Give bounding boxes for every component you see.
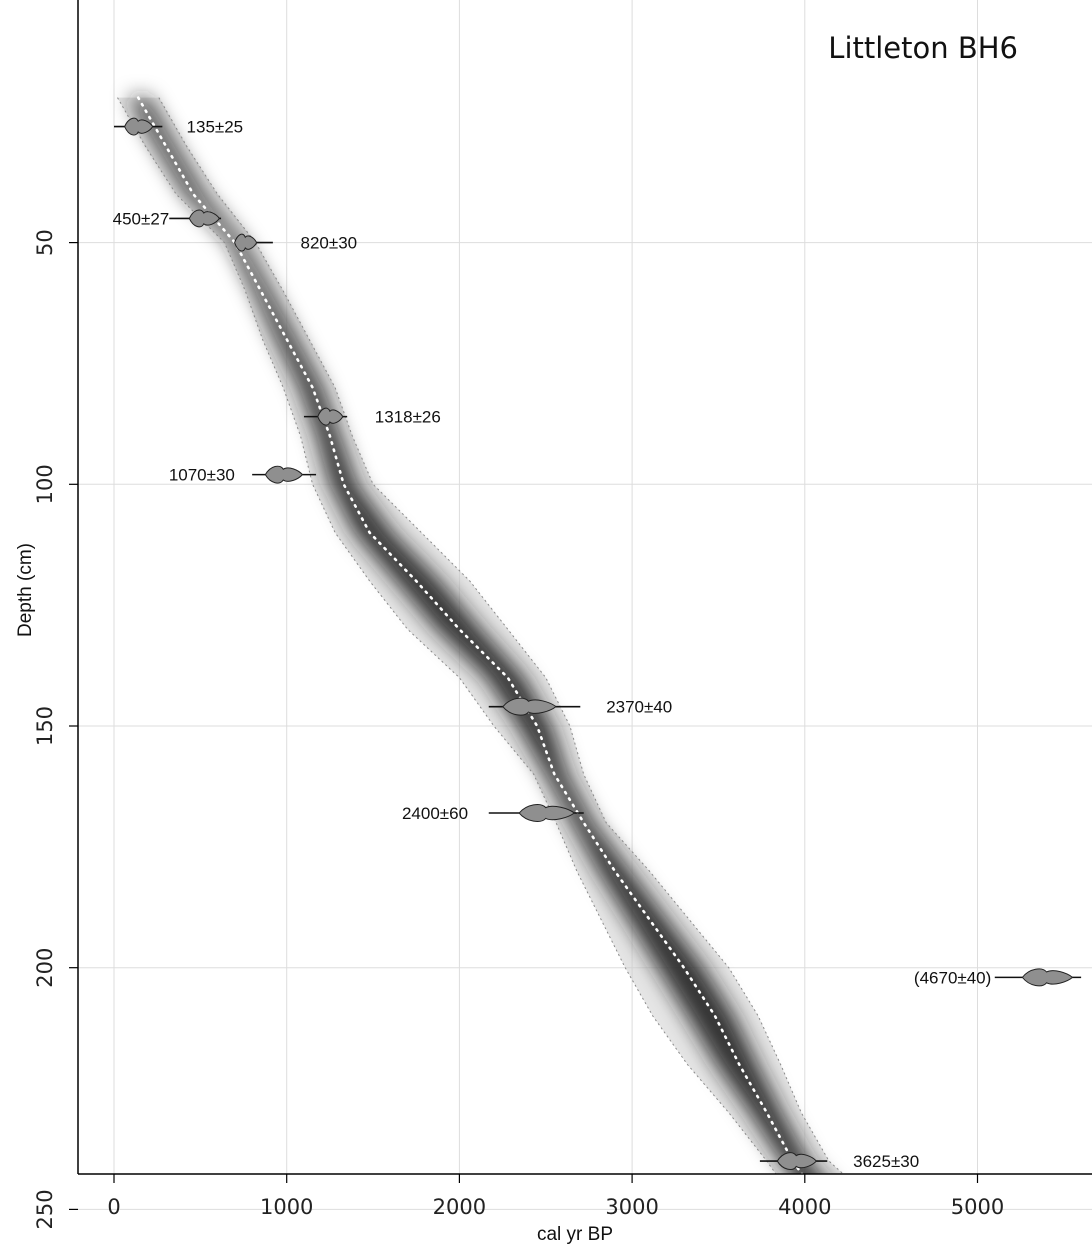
x-tick-label: 2000 bbox=[433, 1195, 486, 1219]
date-label: 135±25 bbox=[187, 118, 244, 137]
y-tick-label: 150 bbox=[33, 706, 57, 746]
x-tick-label: 3000 bbox=[605, 1195, 658, 1219]
grid-lines bbox=[78, 0, 1092, 1210]
date-label: 1318±26 bbox=[375, 408, 441, 427]
age-model-mean-line bbox=[136, 96, 804, 1174]
age-model-band bbox=[117, 96, 845, 1174]
x-axis-ticks: 0 1000 2000 3000 4000 5000 bbox=[107, 1174, 1004, 1219]
date-label: 2370±40 bbox=[606, 698, 672, 717]
date-label: 3625±30 bbox=[853, 1152, 919, 1171]
date-distribution bbox=[124, 117, 154, 136]
x-tick-label: 5000 bbox=[951, 1195, 1004, 1219]
y-tick-label: 100 bbox=[33, 464, 57, 504]
date-distribution bbox=[518, 804, 576, 822]
y-axis-label: Depth (cm) bbox=[15, 543, 36, 637]
date-marker: 1318±26 bbox=[303, 407, 441, 427]
date-marker: 820±30 bbox=[234, 233, 358, 253]
date-distribution bbox=[188, 209, 220, 228]
date-label: 2400±60 bbox=[402, 804, 468, 823]
date-marker: 135±25 bbox=[114, 118, 243, 137]
date-label: (4670±40) bbox=[914, 968, 991, 987]
y-tick-label: 50 bbox=[33, 229, 57, 256]
date-marker: 2400±60 bbox=[402, 804, 584, 823]
date-marker: 2370±40 bbox=[488, 697, 672, 717]
axes bbox=[77, 0, 1092, 1175]
date-distribution bbox=[264, 465, 304, 484]
date-label: 820±30 bbox=[301, 234, 358, 253]
x-tick-label: 1000 bbox=[260, 1195, 313, 1219]
date-marker: 1070±30 bbox=[169, 465, 317, 485]
date-distribution bbox=[234, 233, 258, 252]
x-tick-label: 4000 bbox=[778, 1195, 831, 1219]
date-marker: 3625±30 bbox=[759, 1152, 919, 1171]
chart-title: Littleton BH6 bbox=[828, 31, 1018, 65]
date-marker: (4670±40) bbox=[914, 968, 1082, 987]
date-distribution bbox=[317, 407, 344, 426]
x-tick-label: 0 bbox=[107, 1195, 120, 1219]
date-label: 450±27 bbox=[113, 209, 170, 228]
x-axis-label: cal yr BP bbox=[537, 1224, 613, 1245]
y-tick-label: 250 bbox=[33, 1189, 57, 1229]
date-marker: 450±27 bbox=[113, 209, 222, 228]
age-model-range-max-line bbox=[158, 97, 845, 1174]
radiocarbon-dates: 135±25 450±27 820±30 1318±26 1070±30 2370±40 2… bbox=[113, 118, 1082, 1171]
age-model-range-min-line bbox=[117, 97, 777, 1174]
date-distribution bbox=[776, 1152, 818, 1170]
y-axis-ticks: 50 100 150 200 250 bbox=[33, 229, 78, 1229]
y-tick-label: 200 bbox=[33, 948, 57, 988]
date-distribution bbox=[502, 697, 557, 716]
date-distribution bbox=[1021, 968, 1074, 987]
date-label: 1070±30 bbox=[169, 466, 235, 485]
